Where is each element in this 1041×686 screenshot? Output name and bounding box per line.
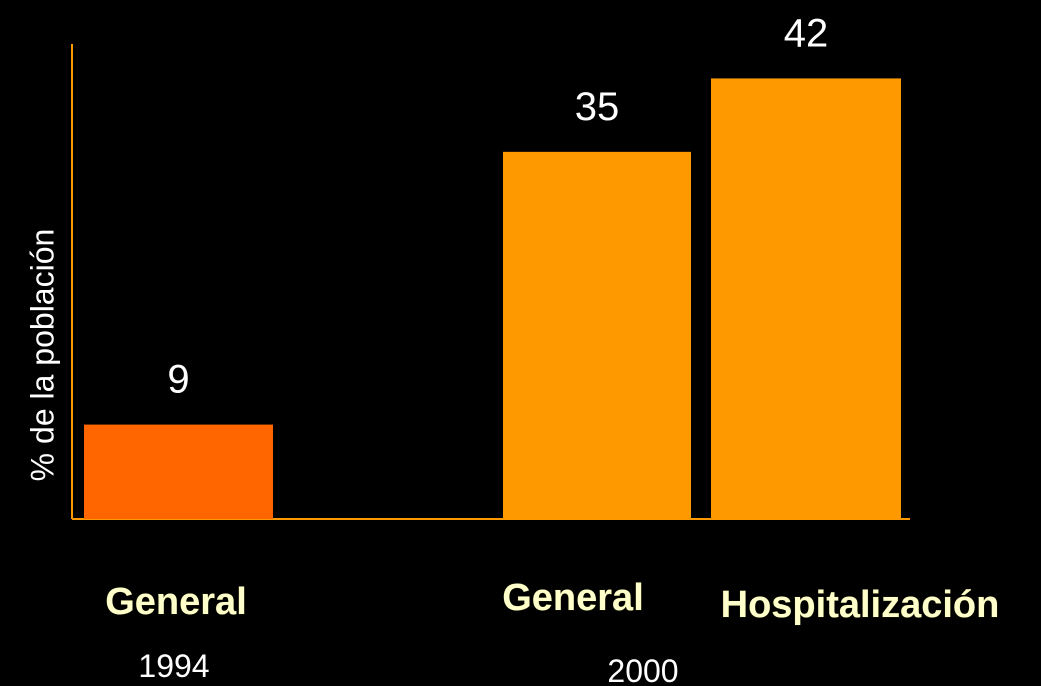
category-label-2: General bbox=[502, 577, 644, 619]
chart-group-labels: 1994 2000 bbox=[138, 648, 678, 686]
bar-3 bbox=[711, 78, 901, 520]
group-label-1994: 1994 bbox=[138, 648, 209, 684]
category-label-1: General bbox=[105, 581, 247, 623]
bar-1 bbox=[84, 424, 273, 519]
chart-bars bbox=[84, 78, 901, 520]
chart-value-labels: 9 35 42 bbox=[167, 11, 828, 401]
bar-value-label-2: 35 bbox=[575, 85, 620, 129]
bar-value-label-1: 9 bbox=[167, 358, 189, 402]
y-axis-title: % de la población bbox=[24, 229, 60, 482]
bar-value-label-3: 42 bbox=[784, 11, 829, 55]
chart-category-labels: General General Hospitalización bbox=[105, 577, 1000, 627]
category-label-3: Hospitalización bbox=[721, 584, 1000, 626]
group-label-2000: 2000 bbox=[607, 653, 678, 686]
bar-2 bbox=[503, 151, 691, 519]
